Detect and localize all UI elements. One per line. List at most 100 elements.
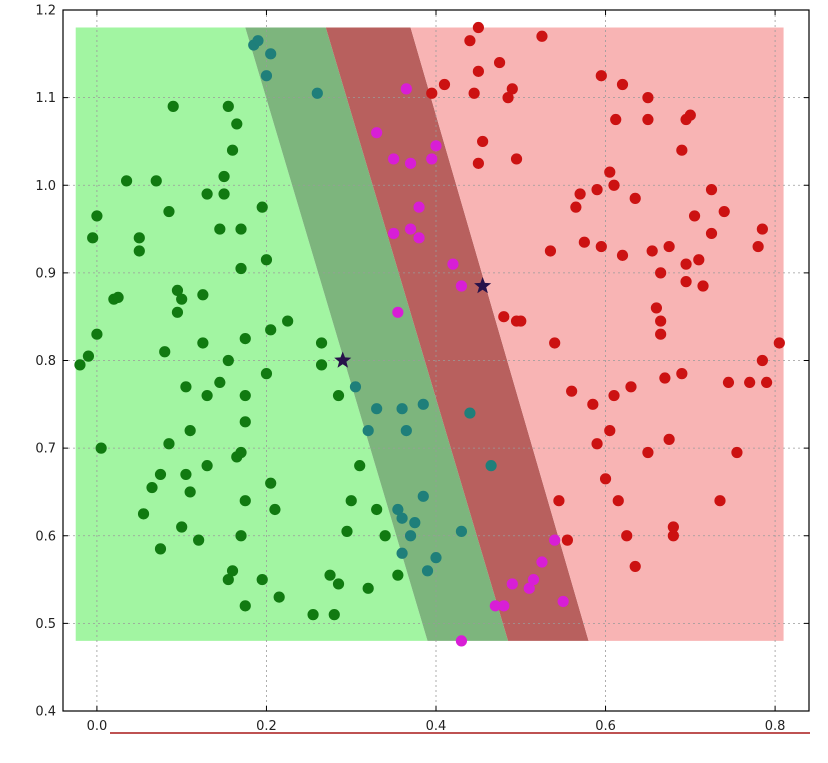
point-class-green [159, 346, 171, 358]
point-class-green [324, 569, 336, 581]
point-class-red [676, 368, 688, 380]
point-class-red [642, 92, 654, 104]
point-class-green [95, 442, 107, 454]
point-class-red [595, 240, 607, 253]
point-class-red-margin [447, 258, 459, 270]
point-class-red-margin [413, 232, 425, 244]
point-class-red [680, 258, 692, 270]
point-class-green-margin [485, 460, 497, 472]
point-class-green [328, 609, 340, 621]
x-tick-label: 0.4 [426, 719, 447, 734]
point-class-red [610, 113, 622, 126]
point-class-red [752, 240, 764, 253]
point-class-green [239, 332, 251, 345]
point-class-green [154, 543, 167, 555]
point-class-red-margin [455, 280, 468, 292]
point-class-green [260, 254, 273, 266]
point-class-red [744, 376, 756, 389]
point-class-green [146, 481, 158, 494]
point-class-red [684, 109, 696, 121]
point-class-green [176, 521, 188, 533]
point-class-red [714, 495, 726, 507]
point-class-green [197, 289, 209, 301]
point-class-green [226, 144, 239, 156]
point-class-red [688, 210, 701, 222]
point-class-green [82, 350, 95, 362]
point-class-green [150, 175, 162, 187]
point-class-red [472, 157, 484, 169]
point-class-red-margin [455, 635, 468, 647]
y-tick-label: 0.9 [35, 266, 56, 281]
point-class-red [493, 56, 506, 69]
support-vector-star [334, 351, 352, 368]
point-class-green [256, 573, 268, 586]
x-tick-label: 0.2 [256, 719, 277, 734]
point-class-red [697, 280, 709, 292]
point-class-red-margin [404, 223, 417, 235]
x-axis: 0.0 0.2 0.4 0.6 0.8 [87, 10, 786, 734]
point-class-green [91, 210, 103, 222]
point-class-red-margin [404, 157, 417, 169]
point-class-green-margin [265, 48, 277, 60]
point-class-green-margin [396, 512, 408, 524]
point-class-green-margin [464, 407, 476, 419]
point-class-red [642, 113, 654, 126]
point-class-red-margin [388, 153, 400, 165]
point-class-red [472, 21, 484, 34]
point-class-red [553, 495, 565, 507]
point-class-green [273, 591, 285, 603]
point-class-green [392, 569, 404, 581]
point-class-green [239, 495, 251, 507]
point-class-green [91, 328, 103, 340]
point-class-green [226, 565, 239, 577]
point-class-red [468, 87, 480, 99]
point-class-red [761, 376, 773, 389]
point-class-green [265, 324, 277, 336]
point-class-green-margin [349, 381, 362, 393]
point-class-red [663, 433, 675, 445]
point-class-green [218, 188, 230, 200]
point-class-red-margin [527, 573, 540, 586]
point-class-green-margin [362, 424, 374, 437]
point-class-green [163, 205, 175, 218]
point-class-green [163, 438, 175, 450]
point-class-red-margin [388, 227, 400, 240]
point-class-green [282, 315, 294, 327]
point-class-red [655, 328, 667, 340]
point-class-green [332, 578, 345, 590]
point-class-green-margin [430, 552, 442, 564]
x-tick-label: 0.0 [87, 719, 108, 734]
point-class-red-margin [498, 600, 510, 612]
point-class-red [655, 267, 667, 279]
point-class-red [629, 192, 641, 204]
point-class-red [477, 135, 489, 148]
point-class-red [718, 205, 730, 218]
y-tick-label: 1.2 [35, 4, 56, 19]
point-class-red [549, 337, 561, 349]
point-class-red-margin [549, 534, 561, 546]
point-class-green [137, 508, 150, 520]
point-class-green-margin [396, 403, 408, 415]
region-margin-green [245, 27, 509, 641]
point-class-red [578, 236, 590, 248]
point-class-red [591, 184, 603, 196]
point-class-red-margin [392, 306, 404, 318]
point-class-red [650, 302, 663, 314]
point-class-red [587, 398, 599, 410]
point-class-green [371, 503, 383, 516]
point-class-green [307, 609, 319, 621]
point-class-red [612, 495, 624, 507]
point-class-green-margin [252, 35, 264, 47]
point-class-red [574, 188, 586, 200]
point-class-green [171, 306, 184, 318]
y-tick-label: 0.7 [35, 442, 56, 457]
point-class-red-margin [506, 578, 518, 590]
point-class-green-margin [260, 70, 273, 82]
x-tick-label: 0.8 [765, 719, 786, 734]
point-class-green [167, 100, 179, 112]
point-class-green [345, 495, 357, 507]
point-class-red [705, 227, 718, 240]
point-class-green [214, 223, 226, 235]
data-points [74, 21, 785, 647]
point-class-green [235, 446, 247, 459]
